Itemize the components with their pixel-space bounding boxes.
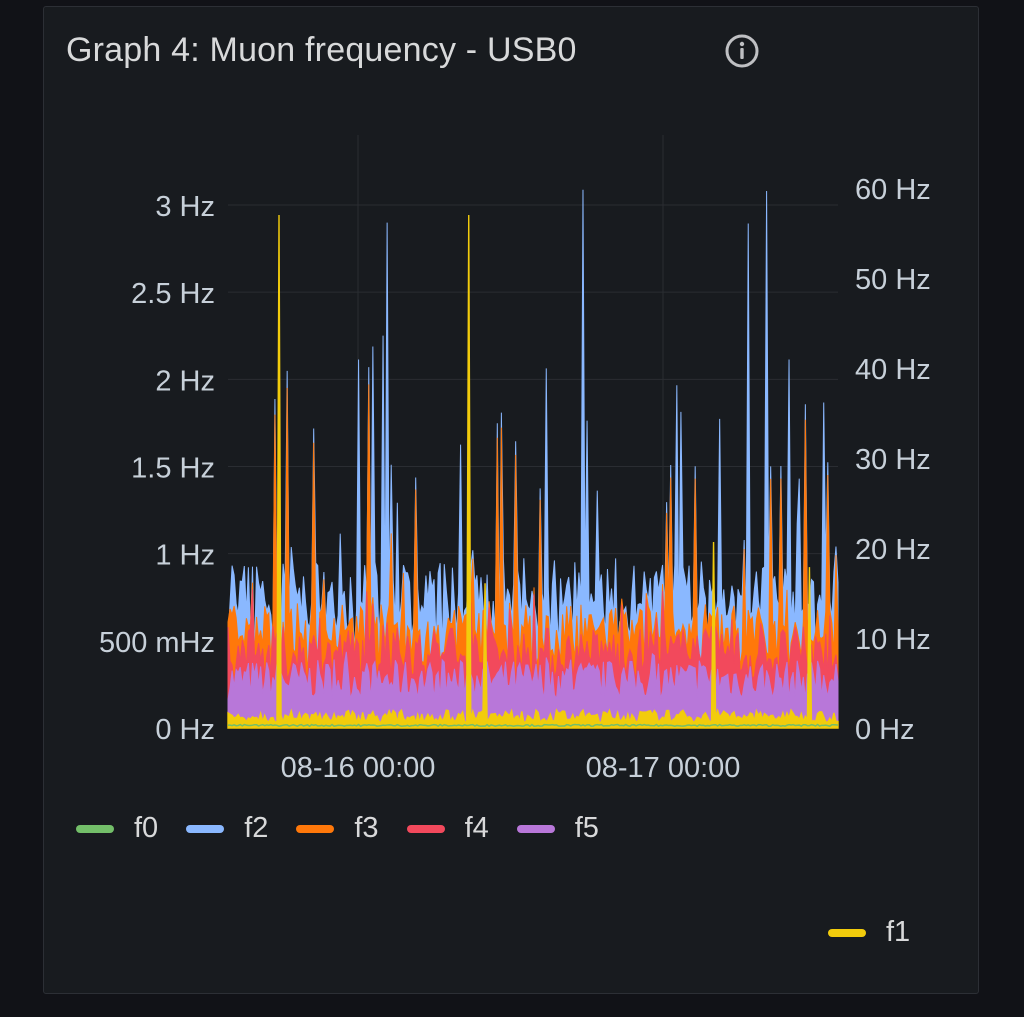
- legend-label-f0: f0: [134, 812, 159, 844]
- y-right-tick-label: 60 Hz: [855, 174, 931, 206]
- y-right-tick-label: 40 Hz: [855, 354, 931, 386]
- legend-label-f1: f1: [886, 916, 911, 948]
- legend-item-f1[interactable]: f1: [828, 916, 910, 949]
- y-right-tick-label: 10 Hz: [855, 624, 931, 656]
- legend-swatch-f3: [296, 824, 335, 833]
- legend-item-f4[interactable]: f4: [406, 812, 489, 845]
- legend-swatch-f0: [76, 824, 114, 833]
- y-right-tick-label: 30 Hz: [855, 444, 931, 476]
- series-f1-area: [227, 214, 839, 729]
- legend-swatch-f5: [516, 824, 555, 833]
- panel-title: Graph 4: Muon frequency - USB0: [66, 31, 577, 69]
- y-left-tick-label: 1 Hz: [155, 540, 215, 572]
- legend-item-f2[interactable]: f2: [186, 812, 268, 845]
- y-left-tick-label: 0 Hz: [155, 714, 215, 746]
- legend-left-group: f0 f2 f3 f4 f5: [76, 812, 627, 845]
- y-left-tick-label: 2 Hz: [155, 365, 215, 397]
- legend-item-f3[interactable]: f3: [296, 812, 379, 845]
- y-left-tick-label: 2.5 Hz: [131, 278, 215, 310]
- legend-label-f3: f3: [354, 812, 379, 844]
- y-left-tick-label: 500 mHz: [99, 627, 215, 659]
- legend-label-f5: f5: [574, 812, 599, 844]
- y-right-tick-label: 20 Hz: [855, 534, 931, 566]
- legend-swatch-f4: [406, 824, 445, 833]
- legend-item-f0[interactable]: f0: [76, 812, 158, 845]
- legend-label-f4: f4: [464, 812, 489, 844]
- legend-right-group: f1: [828, 916, 938, 949]
- y-right-tick-label: 0 Hz: [855, 714, 915, 746]
- legend-label-f2: f2: [244, 812, 269, 844]
- info-circle-icon[interactable]: [724, 33, 760, 69]
- series-f0-line: [227, 723, 839, 728]
- x-tick-label: 08-16 00:00: [281, 752, 436, 784]
- y-left-tick-label: 1.5 Hz: [131, 453, 215, 485]
- legend-swatch-f2: [186, 824, 225, 833]
- legend-item-f5[interactable]: f5: [516, 812, 599, 845]
- legend-swatch-f1: [828, 928, 866, 937]
- y-right-tick-label: 50 Hz: [855, 264, 931, 296]
- x-tick-label: 08-17 00:00: [586, 752, 741, 784]
- y-left-tick-label: 3 Hz: [155, 191, 215, 223]
